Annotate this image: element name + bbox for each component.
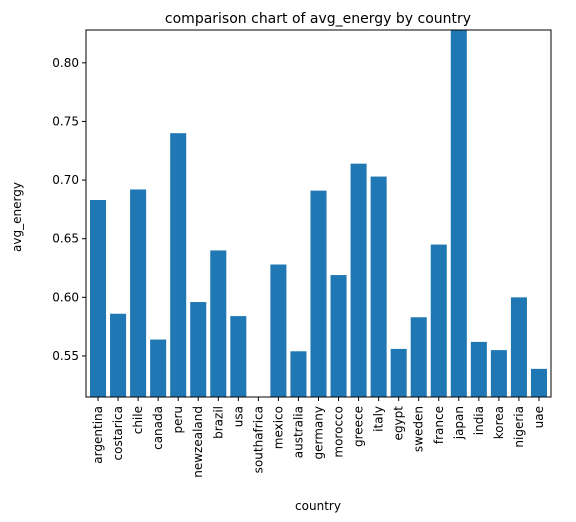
bar-canada: [150, 339, 167, 397]
x-tick-label: greece: [352, 406, 366, 447]
bar-morocco: [330, 275, 347, 397]
bar-sweden: [410, 317, 427, 397]
bar-egypt: [390, 348, 407, 397]
x-tick-label: korea: [492, 406, 506, 439]
y-tick-label: 0.80: [52, 56, 79, 70]
x-axis-label: country: [295, 499, 341, 513]
x-tick-label: japan: [452, 406, 466, 440]
bar-mexico: [270, 264, 287, 397]
y-tick-label: 0.65: [52, 232, 79, 246]
x-tick-label: australia: [291, 406, 305, 458]
chart-title: comparison chart of avg_energy by countr…: [165, 11, 471, 27]
bar-australia: [290, 351, 307, 397]
y-tick-label: 0.70: [52, 173, 79, 187]
x-tick-label: chile: [131, 406, 145, 434]
bar-japan: [450, 30, 467, 397]
bar-uae: [530, 368, 547, 397]
x-tick-label: italy: [372, 406, 386, 432]
bar-nigeria: [510, 297, 527, 397]
plot-frame: [85, 29, 552, 398]
bar-germany: [310, 190, 327, 397]
x-tick-label: argentina: [91, 406, 105, 464]
x-tick-label: southafrica: [251, 406, 265, 473]
x-tick-label: morocco: [332, 406, 346, 458]
bar-france: [430, 244, 447, 397]
y-tick-label: 0.60: [52, 290, 79, 304]
x-tick-label: newzealand: [191, 406, 205, 478]
x-tick-label: germany: [312, 406, 326, 459]
bar-peru: [170, 133, 187, 397]
bar-italy: [370, 176, 387, 397]
bar-greece: [350, 163, 367, 397]
bar-newzealand: [190, 302, 207, 397]
y-axis-label: avg_energy: [10, 182, 24, 252]
bar-india: [470, 341, 487, 397]
x-tick-label: brazil: [211, 406, 225, 439]
x-tick-label: india: [472, 406, 486, 435]
bar-argentina: [90, 200, 107, 397]
x-tick-label: canada: [151, 406, 165, 450]
x-tick-label: egypt: [392, 406, 406, 441]
bar-korea: [490, 350, 507, 397]
bar-chile: [130, 189, 147, 397]
x-tick-label: usa: [231, 406, 245, 427]
x-tick-label: mexico: [271, 406, 285, 449]
bar-brazil: [210, 250, 227, 397]
bar-usa: [230, 316, 247, 397]
y-tick-label: 0.55: [52, 349, 79, 363]
x-tick-label: peru: [171, 406, 185, 434]
y-tick-label: 0.75: [52, 114, 79, 128]
x-tick-label: france: [432, 406, 446, 444]
x-tick-label: costarica: [111, 406, 125, 460]
x-tick-label: uae: [532, 406, 546, 428]
bar-costarica: [110, 313, 127, 397]
x-tick-label: sweden: [412, 406, 426, 452]
x-tick-label: nigeria: [512, 406, 526, 448]
